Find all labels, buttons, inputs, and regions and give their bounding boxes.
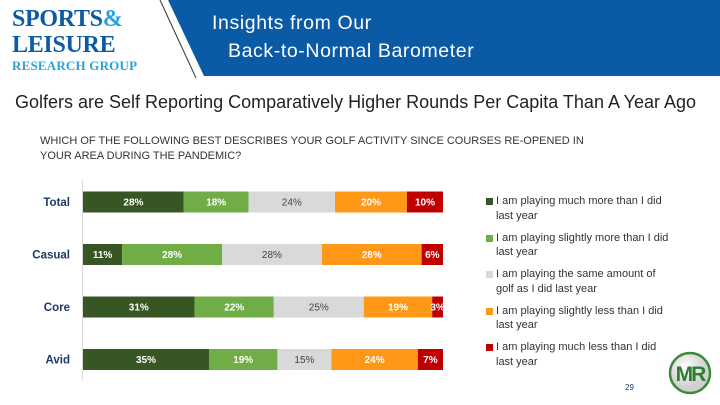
bar-segment	[277, 349, 332, 370]
data-label: 22%	[224, 303, 244, 314]
category-label: Casual	[32, 250, 70, 262]
legend-label: I am playing slightly more than I did la…	[496, 231, 669, 259]
survey-question: WHICH OF THE FOLLOWING BEST DESCRIBES YO…	[40, 135, 584, 162]
bar-segment	[83, 296, 195, 318]
mr-logo: MR	[668, 351, 712, 395]
legend-label: I am playing much more than I did last y…	[496, 195, 662, 222]
bar-segment	[421, 244, 443, 265]
data-label: 19%	[388, 303, 408, 314]
data-label: 10%	[415, 198, 435, 209]
data-label: 28%	[123, 198, 143, 209]
legend-swatch	[486, 234, 493, 242]
data-label: 6%	[425, 250, 440, 261]
data-label: 24%	[282, 198, 302, 209]
legend-swatch	[486, 198, 493, 205]
bar-segment	[194, 296, 274, 318]
stacked-bar-chart: Total 28% 18% 24% 20% 10% Casual 11% 28% 28% 28% 6%…	[32, 180, 445, 380]
data-label: 18%	[206, 198, 226, 209]
bar-segment	[122, 244, 223, 265]
bar-segment	[183, 191, 249, 213]
legend-label: I am playing the same amount of golf as …	[496, 268, 656, 295]
data-label: 19%	[233, 355, 253, 366]
data-label: 35%	[136, 355, 156, 366]
logo-line-3: RESEARCH GROUP	[12, 58, 138, 73]
data-label: 28%	[162, 250, 182, 261]
data-label: 15%	[294, 355, 314, 366]
bar-segment	[222, 244, 322, 265]
logo-line-2: LEISURE	[12, 32, 116, 58]
bar-segment	[407, 191, 443, 213]
bar-segment	[83, 244, 123, 265]
header-band	[159, 0, 720, 78]
company-logo: SPORTS& LEISURE RESEARCH GROUP	[12, 6, 137, 74]
data-label: 7%	[423, 355, 438, 366]
bar-segment	[331, 349, 418, 370]
legend-swatch	[486, 271, 493, 278]
category-label: Total	[43, 197, 70, 209]
data-label: 3%	[430, 303, 445, 314]
bar-segment	[83, 349, 209, 370]
data-label: 20%	[361, 198, 381, 209]
bar-segment	[363, 296, 433, 318]
page-number: 29	[625, 383, 634, 392]
legend-swatch	[486, 344, 493, 351]
data-label: 24%	[365, 355, 385, 366]
logo-line-1: SPORTS&	[12, 6, 123, 32]
bar-segment	[209, 349, 278, 370]
legend-label: I am playing slightly less than I did la…	[496, 304, 663, 332]
bar-segment	[432, 296, 443, 318]
bar-segment	[248, 191, 335, 213]
data-label: 31%	[129, 303, 149, 314]
data-label: 28%	[362, 250, 382, 261]
legend-item: I am playing the same amount of golf as …	[486, 267, 676, 296]
category-label: Core	[44, 302, 70, 314]
legend-label: I am playing much less than I did last y…	[496, 341, 657, 368]
bar-segment	[335, 191, 407, 213]
chart-legend: I am playing much more than I did last y…	[486, 194, 676, 377]
legend-item: I am playing much more than I did last y…	[486, 194, 676, 223]
legend-swatch	[486, 307, 493, 315]
data-label: 25%	[309, 303, 329, 314]
category-label: Avid	[46, 355, 71, 367]
bar-segment	[83, 191, 184, 213]
slide-subtitle: Golfers are Self Reporting Comparatively…	[15, 92, 697, 112]
bar-segment	[417, 349, 443, 370]
svg-text:MR: MR	[676, 363, 706, 386]
header-title: Insights from Our Back-to-Normal Baromet…	[212, 12, 475, 62]
bar-segment	[321, 244, 422, 265]
legend-item: I am playing slightly more than I did la…	[486, 231, 676, 260]
data-label: 28%	[262, 250, 282, 261]
legend-item: I am playing much less than I did last y…	[486, 340, 676, 369]
data-label: 11%	[93, 250, 113, 261]
bar-segment	[273, 296, 364, 318]
legend-item: I am playing slightly less than I did la…	[486, 304, 676, 333]
